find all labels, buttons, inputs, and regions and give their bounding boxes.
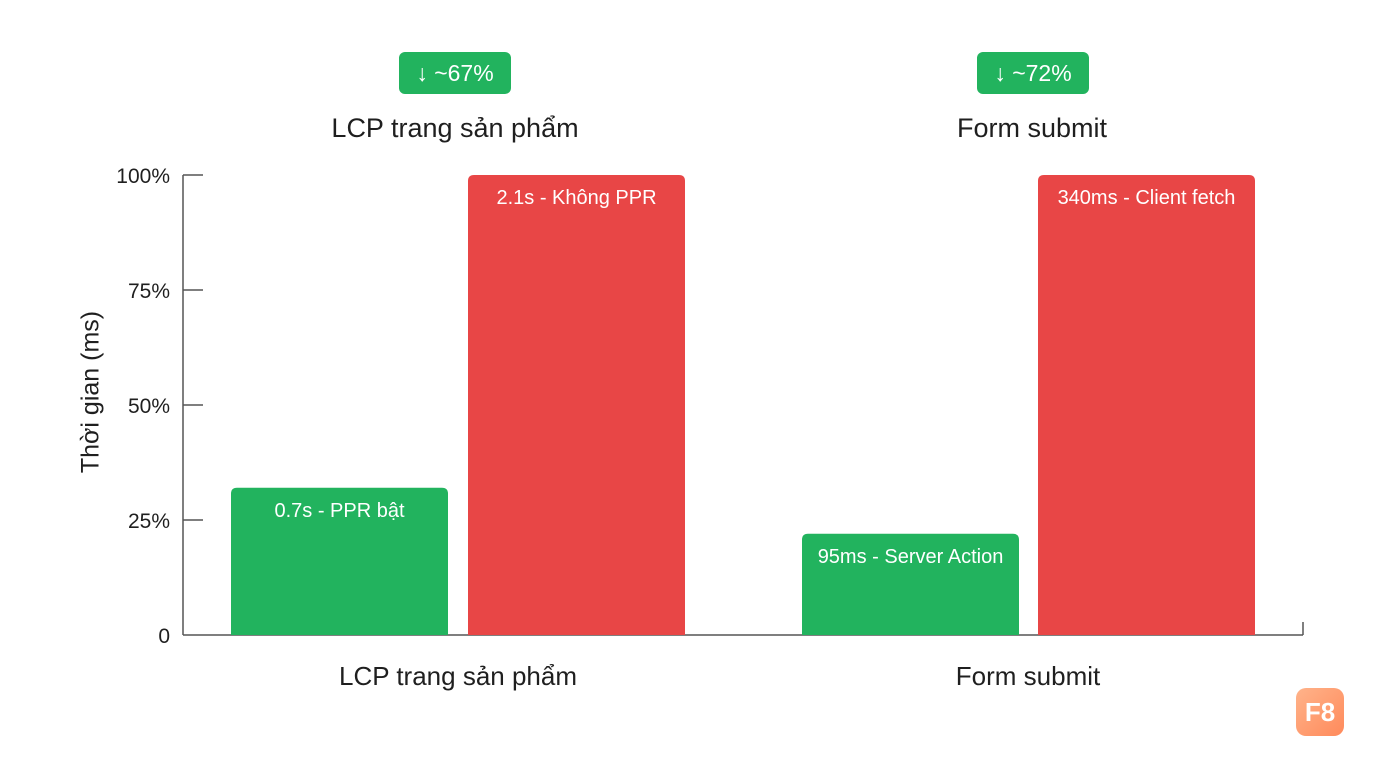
group-title-lcp: LCP trang sản phẩm	[331, 113, 579, 143]
bar-data-label: 95ms - Server Action	[818, 546, 1004, 568]
y-tick-label: 0	[158, 625, 170, 648]
reduction-badge-form: ↓ ~72%	[977, 52, 1089, 94]
y-tick-label: 50%	[128, 395, 170, 418]
f8-logo-text: F8	[1304, 696, 1336, 727]
x-category-label: Form submit	[956, 661, 1101, 691]
bar-data-label: 340ms - Client fetch	[1058, 187, 1236, 209]
y-tick-label: 25%	[128, 510, 170, 533]
bar	[468, 175, 685, 635]
bar-data-label: 0.7s - PPR bật	[274, 500, 405, 522]
y-axis-label: Thời gian (ms)	[76, 310, 105, 474]
f8-logo: F8	[1296, 688, 1344, 736]
bar	[802, 533, 1019, 635]
bar	[231, 487, 448, 635]
x-category-label: LCP trang sản phẩm	[339, 661, 577, 691]
y-tick-label: 100%	[116, 165, 170, 188]
group-title-form: Form submit	[956, 113, 1108, 143]
bar	[1038, 175, 1255, 635]
y-tick-label: 75%	[128, 280, 170, 303]
reduction-badge-lcp: ↓ ~67%	[399, 52, 511, 94]
bar-data-label: 2.1s - Không PPR	[496, 187, 656, 209]
